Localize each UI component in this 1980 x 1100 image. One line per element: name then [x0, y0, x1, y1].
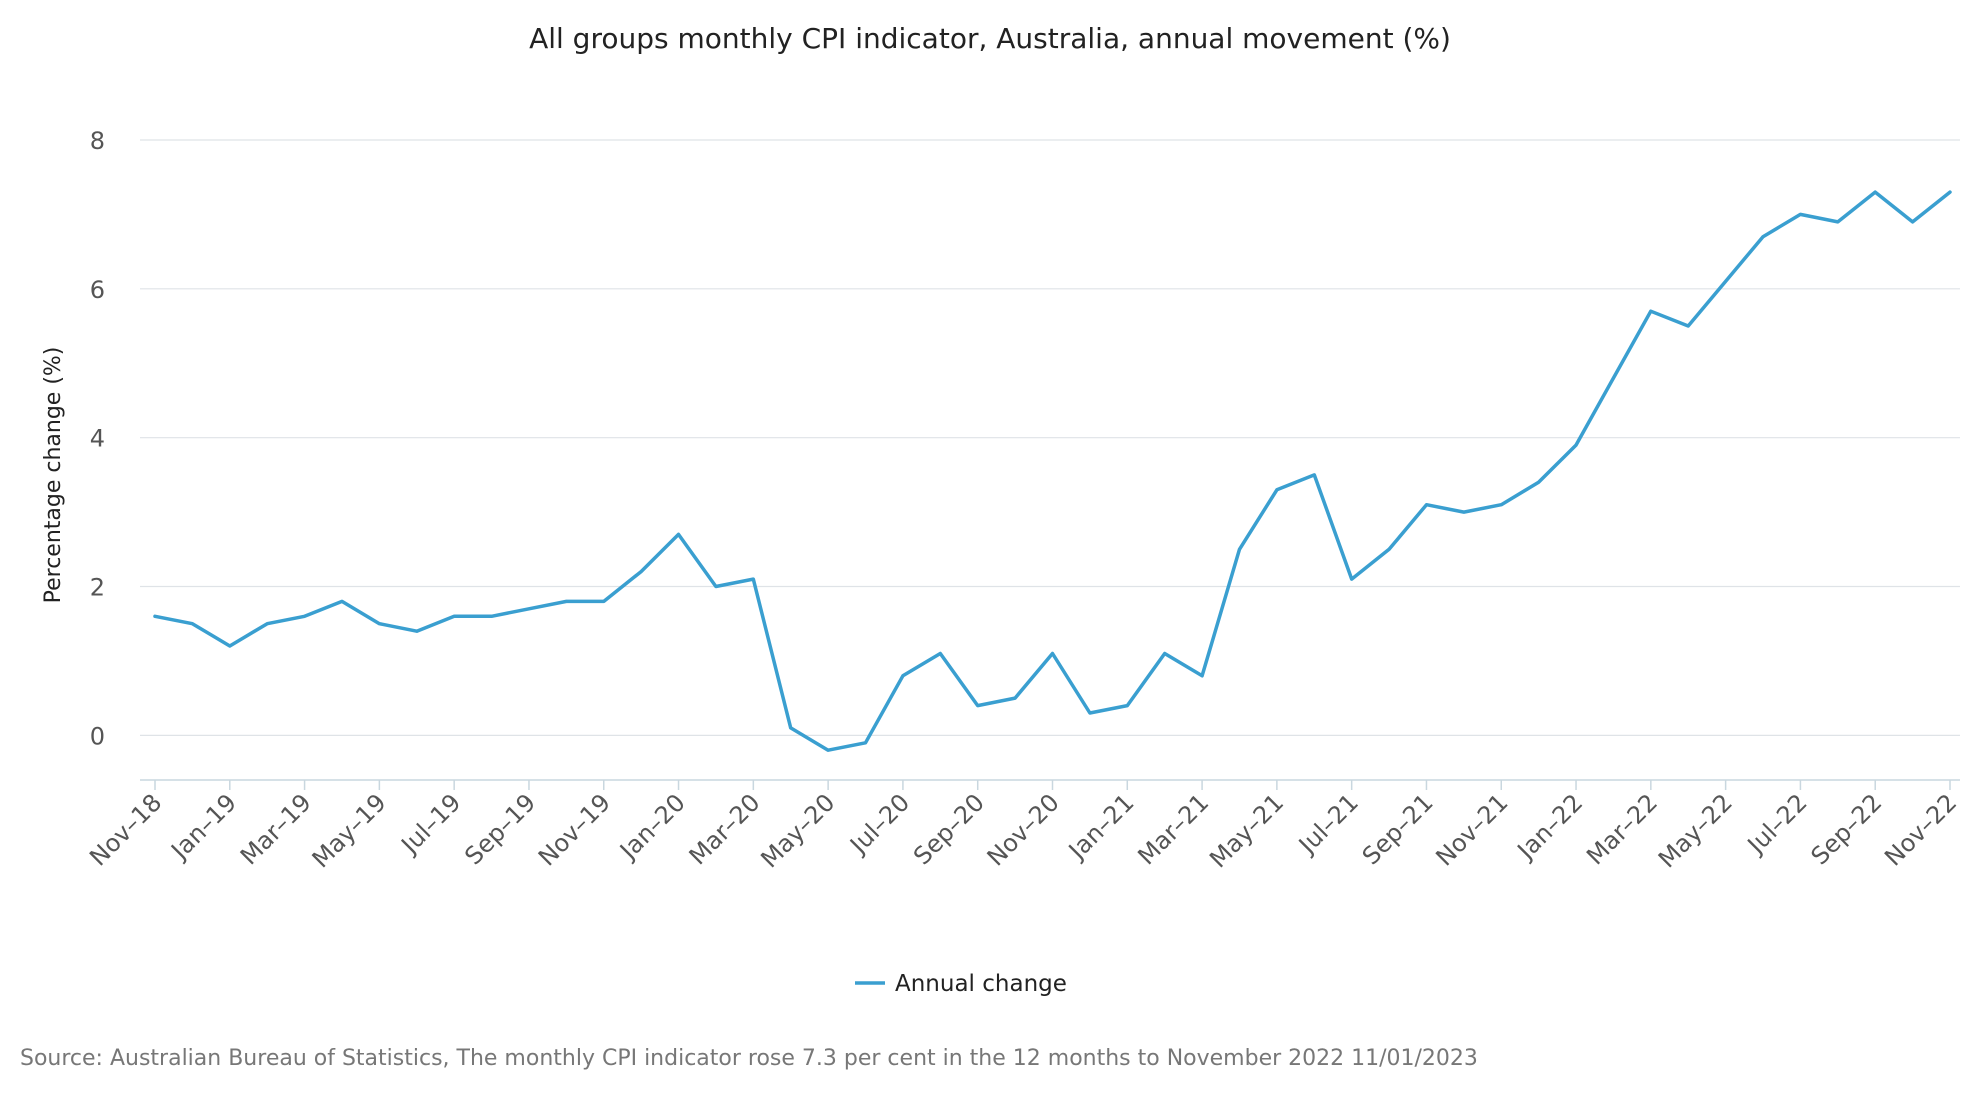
data-point[interactable] — [149, 610, 161, 622]
x-tick-label: Jan–22 — [1511, 788, 1588, 865]
data-point[interactable] — [1720, 275, 1732, 287]
data-point[interactable] — [224, 640, 236, 652]
data-point[interactable] — [1607, 372, 1619, 384]
data-point[interactable] — [1757, 231, 1769, 243]
data-point[interactable] — [785, 722, 797, 734]
data-point[interactable] — [673, 528, 685, 540]
x-tick-label: Mar–19 — [235, 788, 317, 870]
data-point[interactable] — [373, 618, 385, 630]
data-point[interactable] — [635, 566, 647, 578]
data-point[interactable] — [1271, 484, 1283, 496]
data-point[interactable] — [261, 618, 273, 630]
x-tick-label: Jan–19 — [165, 788, 242, 865]
legend[interactable]: Annual change — [855, 971, 1067, 997]
data-point[interactable] — [1084, 707, 1096, 719]
data-point[interactable] — [822, 744, 834, 756]
data-point[interactable] — [1645, 305, 1657, 317]
y-tick-label: 0 — [90, 722, 105, 750]
y-tick-label: 6 — [90, 276, 105, 304]
data-point[interactable] — [934, 647, 946, 659]
data-point[interactable] — [299, 610, 311, 622]
x-tick-label: Sep–21 — [1357, 788, 1439, 870]
source-note: Source: Australian Bureau of Statistics,… — [20, 1046, 1478, 1071]
x-tick-label: Mar–22 — [1581, 788, 1663, 870]
grid-lines — [140, 139, 1960, 736]
x-tick-label: May–21 — [1204, 788, 1289, 873]
data-point[interactable] — [1346, 573, 1358, 585]
data-point[interactable] — [972, 700, 984, 712]
data-point[interactable] — [1869, 186, 1881, 198]
data-point[interactable] — [1458, 506, 1470, 518]
x-tick-label: Nov–19 — [533, 788, 616, 871]
x-tick-label: Mar–21 — [1132, 788, 1214, 870]
data-point[interactable] — [1121, 700, 1133, 712]
x-tick-label: Jan–21 — [1062, 788, 1139, 865]
x-tick-label: Jan–20 — [613, 788, 690, 865]
x-tick-label: Sep–19 — [459, 788, 541, 870]
x-tick-label: Sep–22 — [1806, 788, 1888, 870]
data-point[interactable] — [1944, 186, 1956, 198]
series-layer — [149, 186, 1956, 756]
data-point[interactable] — [411, 625, 423, 637]
data-point[interactable] — [1383, 543, 1395, 555]
data-point[interactable] — [1009, 692, 1021, 704]
series-line-annual-change[interactable] — [153, 190, 1952, 752]
data-point[interactable] — [560, 595, 572, 607]
data-point[interactable] — [1794, 208, 1806, 220]
data-point[interactable] — [598, 595, 610, 607]
y-axis-ticks: 0 2 4 6 8 — [90, 127, 105, 750]
x-tick-label: May–20 — [755, 788, 840, 873]
data-point[interactable] — [1047, 647, 1059, 659]
data-point[interactable] — [336, 595, 348, 607]
x-tick-label: Sep–20 — [908, 788, 990, 870]
data-point[interactable] — [448, 610, 460, 622]
data-point[interactable] — [1308, 469, 1320, 481]
data-point[interactable] — [860, 737, 872, 749]
y-axis-title: Percentage change (%) — [41, 347, 66, 604]
x-tick-label: Jul–19 — [395, 788, 467, 860]
data-point[interactable] — [1420, 499, 1432, 511]
data-point[interactable] — [1832, 216, 1844, 228]
data-point[interactable] — [897, 670, 909, 682]
data-point[interactable] — [1159, 647, 1171, 659]
data-point[interactable] — [1533, 476, 1545, 488]
y-tick-label: 2 — [90, 574, 105, 602]
x-tick-label: Nov–20 — [982, 788, 1065, 871]
x-tick-label: Nov–21 — [1430, 788, 1513, 871]
y-tick-label: 4 — [90, 425, 105, 453]
x-tick-label: Mar–20 — [684, 788, 766, 870]
data-point[interactable] — [1570, 439, 1582, 451]
x-tick-label: May–19 — [307, 788, 392, 873]
chart-title: All groups monthly CPI indicator, Austra… — [529, 22, 1451, 55]
data-point[interactable] — [710, 581, 722, 593]
data-point[interactable] — [186, 618, 198, 630]
x-tick-label: May–22 — [1653, 788, 1738, 873]
data-point[interactable] — [1233, 543, 1245, 555]
data-point[interactable] — [523, 603, 535, 615]
data-point[interactable] — [747, 573, 759, 585]
legend-label-annual-change[interactable]: Annual change — [895, 971, 1067, 997]
data-point[interactable] — [486, 610, 498, 622]
x-tick-label: Jul–21 — [1292, 788, 1364, 860]
x-tick-label: Nov–22 — [1879, 788, 1962, 871]
x-tick-label: Jul–20 — [843, 788, 915, 860]
x-tick-label: Nov–18 — [84, 788, 167, 871]
x-tick-label: Jul–22 — [1741, 788, 1813, 860]
data-point[interactable] — [1682, 320, 1694, 332]
y-tick-label: 8 — [90, 127, 105, 155]
data-point[interactable] — [1495, 499, 1507, 511]
data-point[interactable] — [1907, 216, 1919, 228]
data-point[interactable] — [1196, 670, 1208, 682]
